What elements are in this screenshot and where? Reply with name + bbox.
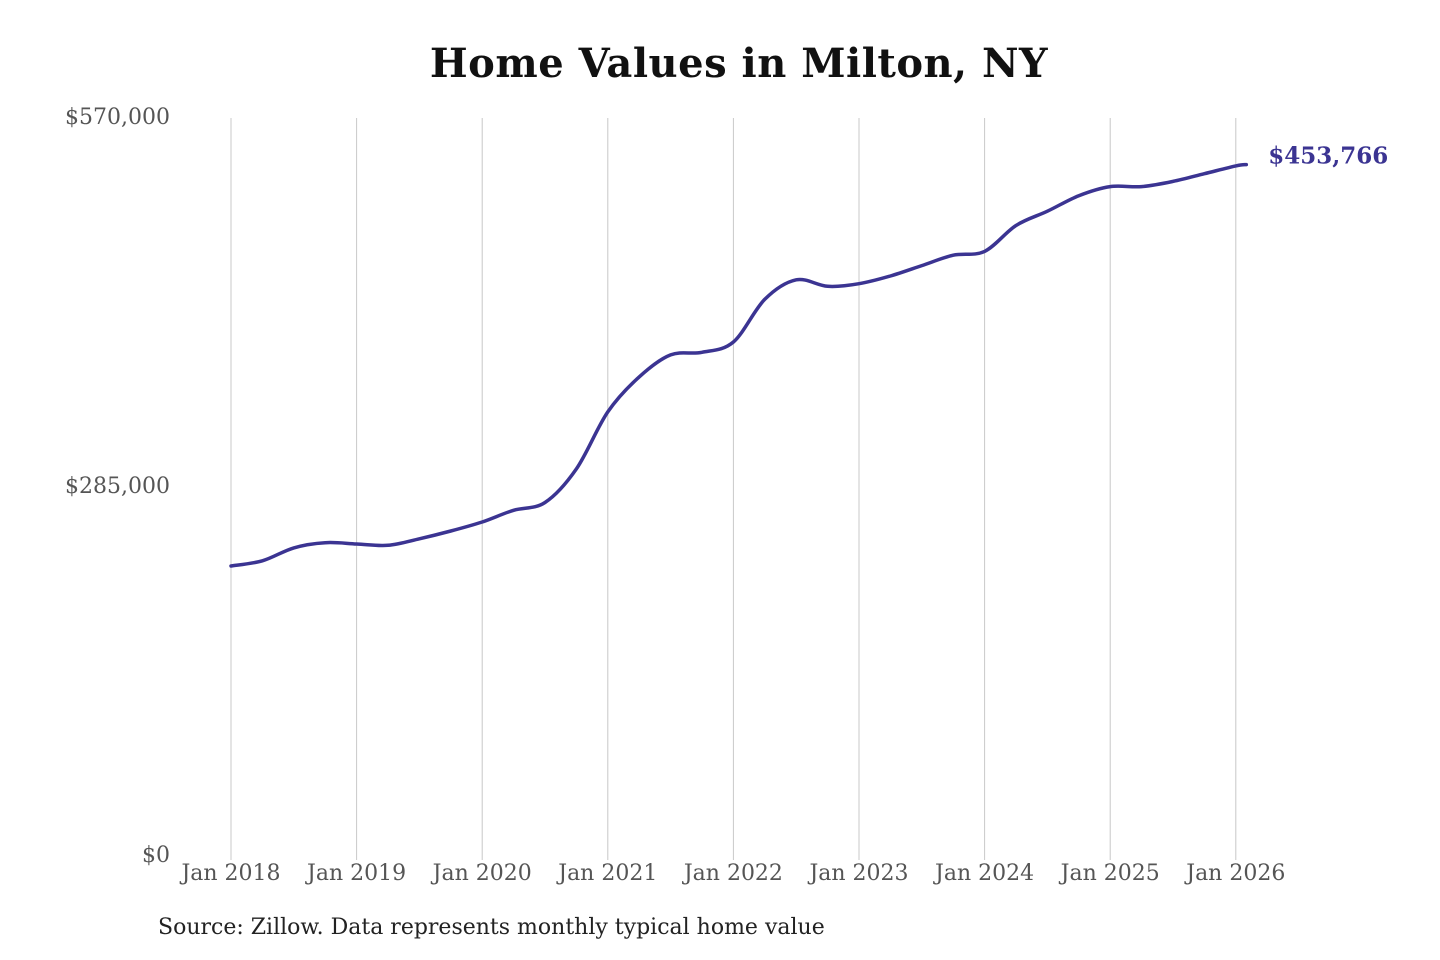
y-tick-label: $570,000 bbox=[65, 105, 170, 130]
source-note: Source: Zillow. Data represents monthly … bbox=[158, 915, 825, 940]
x-tick-label: Jan 2026 bbox=[1184, 861, 1285, 886]
x-tick-label: Jan 2024 bbox=[933, 861, 1034, 886]
y-axis-ticks: $0 $285,000 $570,000 bbox=[65, 105, 170, 868]
x-axis-ticks: Jan 2018 Jan 2019 Jan 2020 Jan 2021 Jan 2022… bbox=[179, 861, 1285, 886]
x-tick-label: Jan 2025 bbox=[1059, 861, 1160, 886]
x-tick-label: Jan 2019 bbox=[305, 861, 406, 886]
x-tick-label: Jan 2022 bbox=[682, 861, 783, 886]
gridlines bbox=[230, 118, 1237, 860]
series-layer bbox=[229, 162, 1249, 568]
chart-title: Home Values in Milton, NY bbox=[429, 40, 1049, 87]
x-tick-label: Jan 2018 bbox=[179, 861, 280, 886]
x-tick-label: Jan 2023 bbox=[807, 861, 908, 886]
series-line bbox=[229, 162, 1249, 568]
y-tick-label: $285,000 bbox=[65, 474, 170, 499]
x-tick-label: Jan 2020 bbox=[431, 861, 532, 886]
y-tick-label: $0 bbox=[142, 843, 170, 868]
last-value-label: $453,766 bbox=[1268, 143, 1388, 170]
x-tick-label: Jan 2021 bbox=[556, 861, 657, 886]
